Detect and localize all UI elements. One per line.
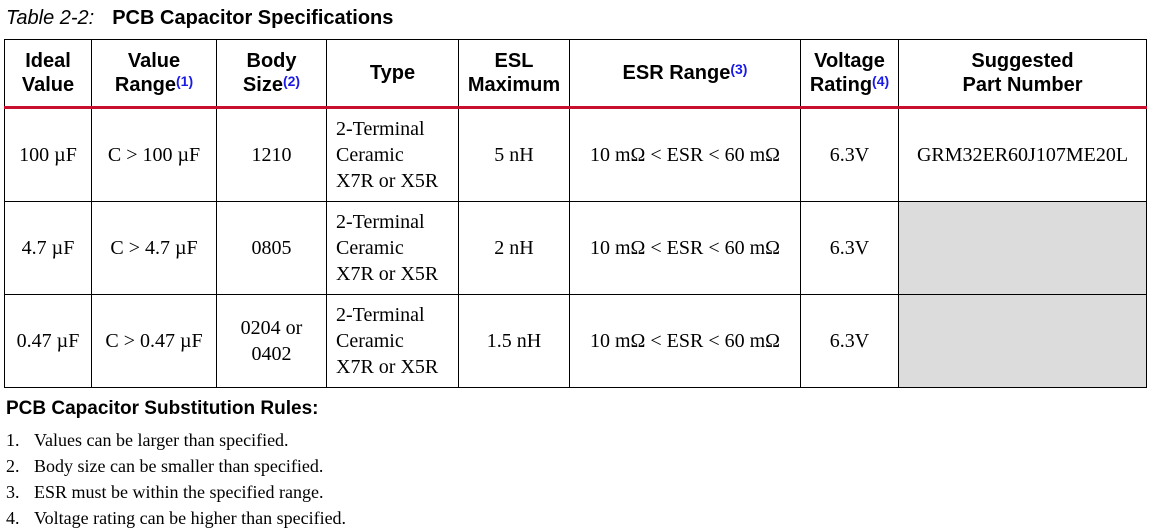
cell-value-range: C > 4.7 µF bbox=[91, 201, 217, 295]
table-title: PCB Capacitor Specifications bbox=[112, 7, 394, 29]
cell-esl-maximum: 5 nH bbox=[458, 107, 570, 202]
cell-voltage-rating: 6.3V bbox=[800, 201, 899, 295]
cell-type: 2-Terminal Ceramic X7R or X5R bbox=[326, 107, 459, 202]
cell-voltage-rating: 6.3V bbox=[800, 294, 899, 388]
list-item: 3. ESR must be within the specified range… bbox=[6, 482, 324, 502]
cell-esr-range: 10 mΩ < ESR < 60 mΩ bbox=[569, 294, 801, 388]
table-row: 0.47 µF C > 0.47 µF 0204 or 0402 2-Termin… bbox=[4, 294, 1147, 388]
cell-type: 2-Terminal Ceramic X7R or X5R bbox=[326, 201, 459, 295]
table-row: 4.7 µF C > 4.7 µF 0805 2-Terminal Ceramic… bbox=[4, 201, 1147, 295]
cell-type: 2-Terminal Ceramic X7R or X5R bbox=[326, 294, 459, 388]
footnote-ref: (1) bbox=[176, 73, 194, 89]
header-suggested-part-number: Suggested Part Number bbox=[898, 39, 1147, 109]
cell-body-size: 1210 bbox=[216, 107, 327, 202]
cell-part-number-empty bbox=[898, 201, 1147, 295]
cell-esl-maximum: 2 nH bbox=[458, 201, 570, 295]
list-item: 2. Body size can be smaller than specifie… bbox=[6, 456, 324, 476]
cell-ideal-value: 0.47 µF bbox=[4, 294, 92, 388]
table-number: Table 2-2: bbox=[6, 7, 95, 29]
header-voltage-rating: Voltage Rating(4) bbox=[800, 39, 899, 109]
footnote-ref: (4) bbox=[872, 73, 890, 89]
substitution-rules-heading: PCB Capacitor Substitution Rules: bbox=[6, 398, 319, 419]
footnote-ref: (2) bbox=[282, 73, 301, 89]
cell-body-size: 0805 bbox=[216, 201, 327, 295]
header-type: Type bbox=[326, 39, 459, 109]
list-item: 4. Voltage rating can be higher than spec… bbox=[6, 508, 347, 528]
cell-esr-range: 10 mΩ < ESR < 60 mΩ bbox=[569, 107, 801, 202]
table-header-row: Ideal Value Value Range(1) Body Size(2) Typ… bbox=[4, 39, 1147, 109]
cell-esl-maximum: 1.5 nH bbox=[458, 294, 570, 388]
list-item: 1. Values can be larger than specified. bbox=[6, 430, 289, 450]
table-row: 100 µF C > 100 µF 1210 2-Terminal Ceramic… bbox=[4, 107, 1147, 202]
cell-value-range: C > 0.47 µF bbox=[91, 294, 217, 388]
cell-esr-range: 10 mΩ < ESR < 60 mΩ bbox=[569, 201, 801, 295]
footnote-ref: (3) bbox=[730, 61, 748, 77]
cell-ideal-value: 4.7 µF bbox=[4, 201, 92, 295]
header-esr-range: ESR Range(3) bbox=[569, 39, 801, 109]
table-caption: Table 2-2: PCB Capacitor Specifications bbox=[6, 4, 393, 32]
cell-ideal-value: 100 µF bbox=[4, 107, 92, 202]
capacitor-spec-table: Ideal Value Value Range(1) Body Size(2) Typ… bbox=[4, 39, 1147, 388]
cell-part-number: GRM32ER60J107ME20L bbox=[898, 107, 1147, 202]
cell-voltage-rating: 6.3V bbox=[800, 107, 899, 202]
header-body-size: Body Size(2) bbox=[216, 39, 327, 109]
cell-part-number-empty bbox=[898, 294, 1147, 388]
header-value-range: Value Range(1) bbox=[91, 39, 217, 109]
cell-body-size: 0204 or 0402 bbox=[216, 294, 327, 388]
header-ideal-value: Ideal Value bbox=[4, 39, 92, 109]
cell-value-range: C > 100 µF bbox=[91, 107, 217, 202]
header-esl-maximum: ESL Maximum bbox=[458, 39, 570, 109]
substitution-rules-list: 1. Values can be larger than specified. 2… bbox=[6, 427, 346, 531]
